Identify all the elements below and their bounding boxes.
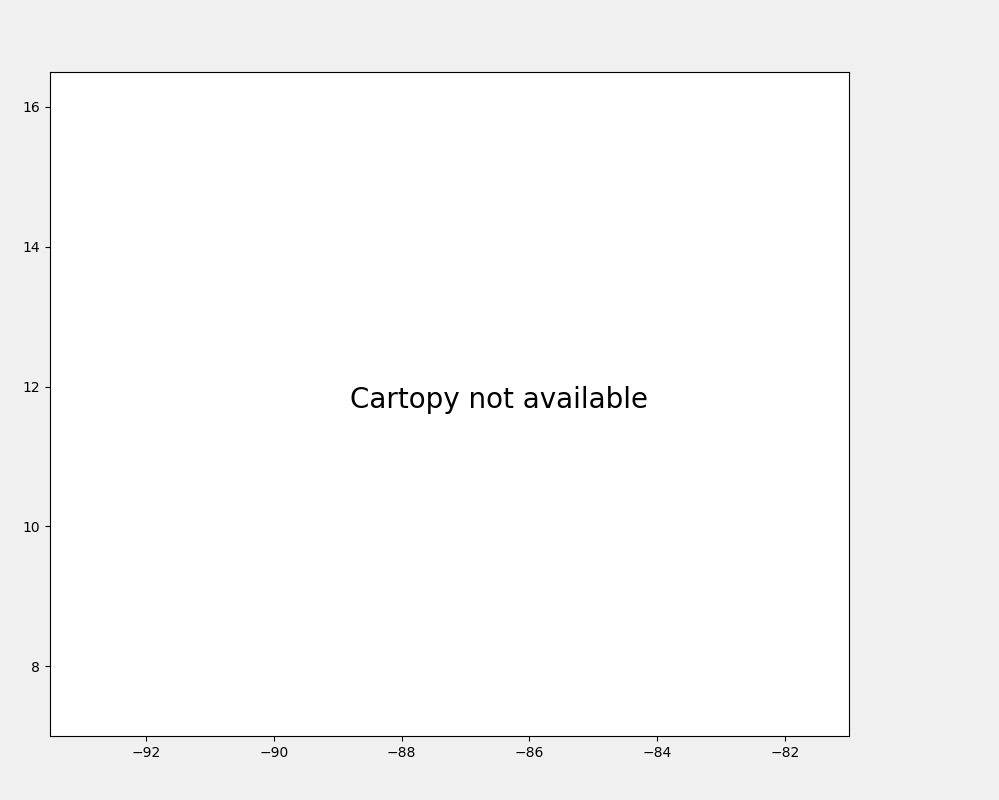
Text: Cartopy not available: Cartopy not available — [351, 386, 648, 414]
